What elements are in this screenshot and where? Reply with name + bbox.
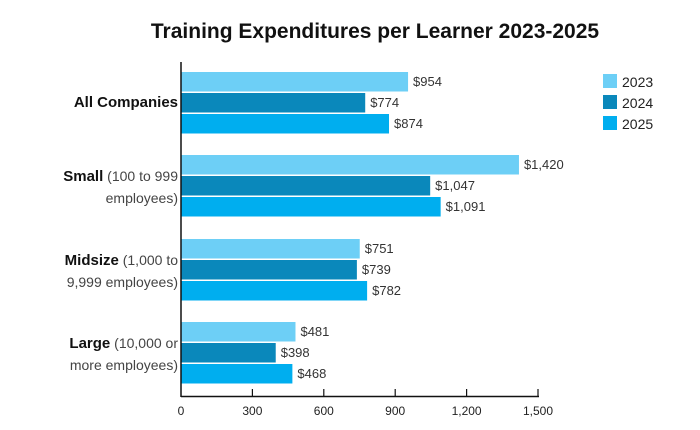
data-label: $398 <box>281 345 310 360</box>
data-label: $1,091 <box>446 199 486 214</box>
data-label: $481 <box>300 324 329 339</box>
data-label: $774 <box>370 95 399 110</box>
x-tick-label: 0 <box>178 404 185 418</box>
data-label: $751 <box>365 241 394 256</box>
legend-label: 2023 <box>622 74 653 90</box>
category-label: All Companies <box>74 94 178 111</box>
category-label-line2: 9,999 employees) <box>67 274 178 290</box>
category-label-line2: more employees) <box>70 357 178 373</box>
legend-swatch-2025 <box>603 116 617 130</box>
bar-2025-0 <box>181 114 390 134</box>
x-tick-label: 300 <box>242 404 262 418</box>
bar-2023-0 <box>181 72 409 92</box>
bar-2024-0 <box>181 93 366 113</box>
bar-2023-2 <box>181 239 360 259</box>
bar-2024-3 <box>181 343 276 363</box>
data-label: $739 <box>362 262 391 277</box>
legend-label: 2025 <box>622 116 653 132</box>
legend-label: 2024 <box>622 95 653 111</box>
data-label: $468 <box>297 366 326 381</box>
x-tick-label: 900 <box>385 404 405 418</box>
bar-2025-1 <box>181 197 441 217</box>
category-label-line2: employees) <box>106 190 178 206</box>
bar-2025-3 <box>181 364 293 384</box>
bar-2025-2 <box>181 281 368 301</box>
legend-swatch-2023 <box>603 74 617 88</box>
data-label: $1,420 <box>524 157 564 172</box>
bar-2023-3 <box>181 322 296 342</box>
data-label: $874 <box>394 116 423 131</box>
chart-title: Training Expenditures per Learner 2023-2… <box>151 20 600 43</box>
legend-swatch-2024 <box>603 95 617 109</box>
x-tick-label: 1,500 <box>523 404 553 418</box>
data-label: $1,047 <box>435 178 475 193</box>
bar-2024-1 <box>181 176 431 196</box>
x-tick-label: 600 <box>314 404 334 418</box>
category-label: Large (10,000 or <box>69 335 178 352</box>
bar-2024-2 <box>181 260 357 280</box>
bar-2023-1 <box>181 155 519 175</box>
category-label: Small (100 to 999 <box>63 168 178 185</box>
data-label: $954 <box>413 74 442 89</box>
category-label: Midsize (1,000 to <box>65 252 179 269</box>
data-label: $782 <box>372 283 401 298</box>
x-tick-label: 1,200 <box>452 404 482 418</box>
